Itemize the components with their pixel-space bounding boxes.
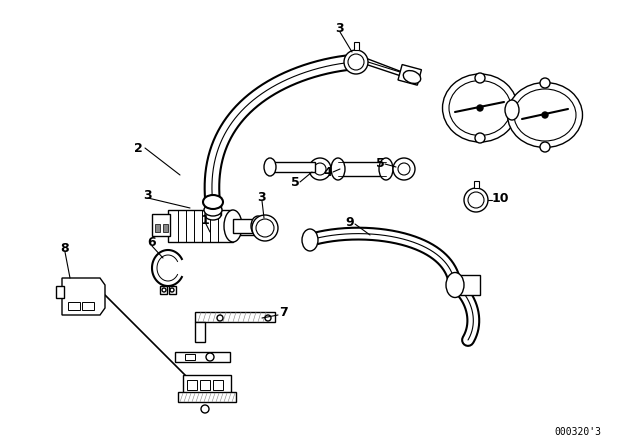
Ellipse shape (505, 100, 519, 120)
Circle shape (314, 163, 326, 175)
Text: 7: 7 (278, 306, 287, 319)
Bar (183, 375, 231, 393)
Circle shape (162, 288, 166, 292)
Text: 5: 5 (376, 156, 385, 169)
Ellipse shape (204, 204, 222, 216)
Bar (187, 380, 197, 390)
Circle shape (201, 405, 209, 413)
Bar (338, 162, 386, 176)
Bar (398, 65, 422, 85)
Ellipse shape (403, 71, 420, 83)
Text: 000320'3: 000320'3 (554, 427, 602, 437)
Circle shape (475, 73, 485, 83)
Bar (205, 197, 221, 215)
Bar (455, 275, 480, 295)
Bar (195, 312, 275, 322)
Text: 1: 1 (200, 214, 209, 227)
Circle shape (542, 112, 548, 118)
Text: 4: 4 (324, 165, 332, 178)
Bar (200, 380, 210, 390)
Circle shape (398, 163, 410, 175)
Bar (233, 219, 258, 233)
Text: 3: 3 (336, 22, 344, 34)
Bar (213, 380, 223, 390)
Circle shape (256, 219, 274, 237)
Bar (168, 210, 233, 242)
Ellipse shape (446, 272, 464, 297)
Bar (68, 302, 80, 310)
Text: 9: 9 (346, 215, 355, 228)
Circle shape (344, 50, 368, 74)
Polygon shape (62, 278, 105, 315)
Ellipse shape (379, 158, 393, 180)
Text: 8: 8 (61, 241, 69, 254)
Ellipse shape (331, 158, 345, 180)
Text: 5: 5 (291, 176, 300, 189)
Bar (82, 302, 94, 310)
Ellipse shape (203, 195, 223, 209)
Circle shape (477, 105, 483, 111)
Bar (185, 354, 195, 360)
Bar (175, 352, 230, 362)
Bar (474, 181, 479, 188)
Bar (270, 162, 315, 172)
Text: 6: 6 (148, 236, 156, 249)
Text: 3: 3 (144, 189, 152, 202)
Circle shape (540, 142, 550, 152)
Circle shape (393, 158, 415, 180)
Text: 3: 3 (258, 190, 266, 203)
Bar (354, 42, 359, 50)
Ellipse shape (442, 74, 518, 142)
Circle shape (170, 288, 174, 292)
Ellipse shape (449, 81, 511, 135)
Bar (163, 224, 168, 232)
Ellipse shape (205, 210, 221, 220)
Circle shape (348, 54, 364, 70)
Ellipse shape (224, 210, 242, 242)
Ellipse shape (302, 229, 318, 251)
Circle shape (468, 192, 484, 208)
Bar (160, 286, 167, 294)
Circle shape (464, 188, 488, 212)
Circle shape (217, 315, 223, 321)
Bar (152, 214, 170, 236)
Ellipse shape (264, 158, 276, 176)
Bar (169, 286, 176, 294)
Text: 2: 2 (134, 142, 142, 155)
Bar (238, 221, 268, 235)
Bar (56, 286, 64, 298)
Bar (195, 322, 205, 342)
Ellipse shape (251, 216, 265, 236)
Ellipse shape (508, 82, 582, 147)
Bar (178, 392, 236, 402)
Circle shape (206, 353, 214, 361)
Ellipse shape (514, 89, 576, 141)
Bar (155, 224, 160, 232)
Circle shape (475, 133, 485, 143)
Circle shape (309, 158, 331, 180)
Circle shape (540, 78, 550, 88)
Text: 10: 10 (492, 191, 509, 204)
Circle shape (252, 215, 278, 241)
Circle shape (265, 315, 271, 321)
